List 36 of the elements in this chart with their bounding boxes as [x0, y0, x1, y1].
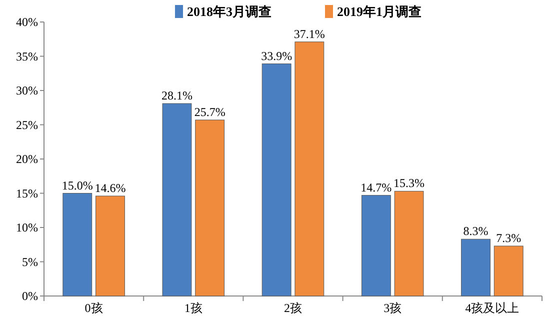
- bar: [494, 246, 524, 296]
- bar: [96, 196, 125, 296]
- bar: [294, 42, 324, 296]
- data-label: 25.7%: [194, 104, 226, 119]
- data-label: 28.1%: [161, 88, 192, 103]
- y-tick-label: 10%: [16, 220, 38, 235]
- data-label: 8.3%: [463, 224, 488, 238]
- x-tick-label: 1孩: [184, 301, 202, 315]
- y-tick-label: 15%: [16, 186, 38, 200]
- bar: [62, 193, 92, 296]
- legend-label: 2018年3月调查: [187, 4, 272, 19]
- data-label: 15.3%: [394, 176, 425, 190]
- bar: [262, 64, 292, 296]
- bar: [394, 190, 424, 296]
- y-tick-label: 5%: [22, 254, 38, 269]
- y-tick-label: 40%: [16, 15, 38, 30]
- bar: [361, 195, 391, 296]
- data-label: 14.7%: [360, 180, 392, 194]
- data-label: 7.3%: [496, 230, 522, 245]
- y-tick-label: 0%: [22, 289, 38, 304]
- data-label: 15.0%: [62, 178, 93, 192]
- bar: [162, 103, 192, 296]
- data-label: 33.9%: [261, 48, 292, 63]
- bar: [461, 238, 490, 296]
- data-label: 14.6%: [94, 180, 126, 195]
- bar: [195, 120, 225, 296]
- data-label: 37.1%: [294, 26, 325, 41]
- x-tick-label: 2孩: [284, 301, 302, 315]
- y-tick-label: 35%: [16, 49, 38, 64]
- y-tick-label: 20%: [16, 152, 38, 166]
- x-tick-label: 3孩: [384, 301, 402, 315]
- x-tick-label: 4孩及以上: [465, 301, 520, 315]
- legend-label: 2019年1月调查: [337, 4, 422, 19]
- y-tick-label: 25%: [16, 118, 38, 132]
- x-tick-label: 0孩: [84, 301, 103, 315]
- y-tick-label: 30%: [16, 84, 38, 98]
